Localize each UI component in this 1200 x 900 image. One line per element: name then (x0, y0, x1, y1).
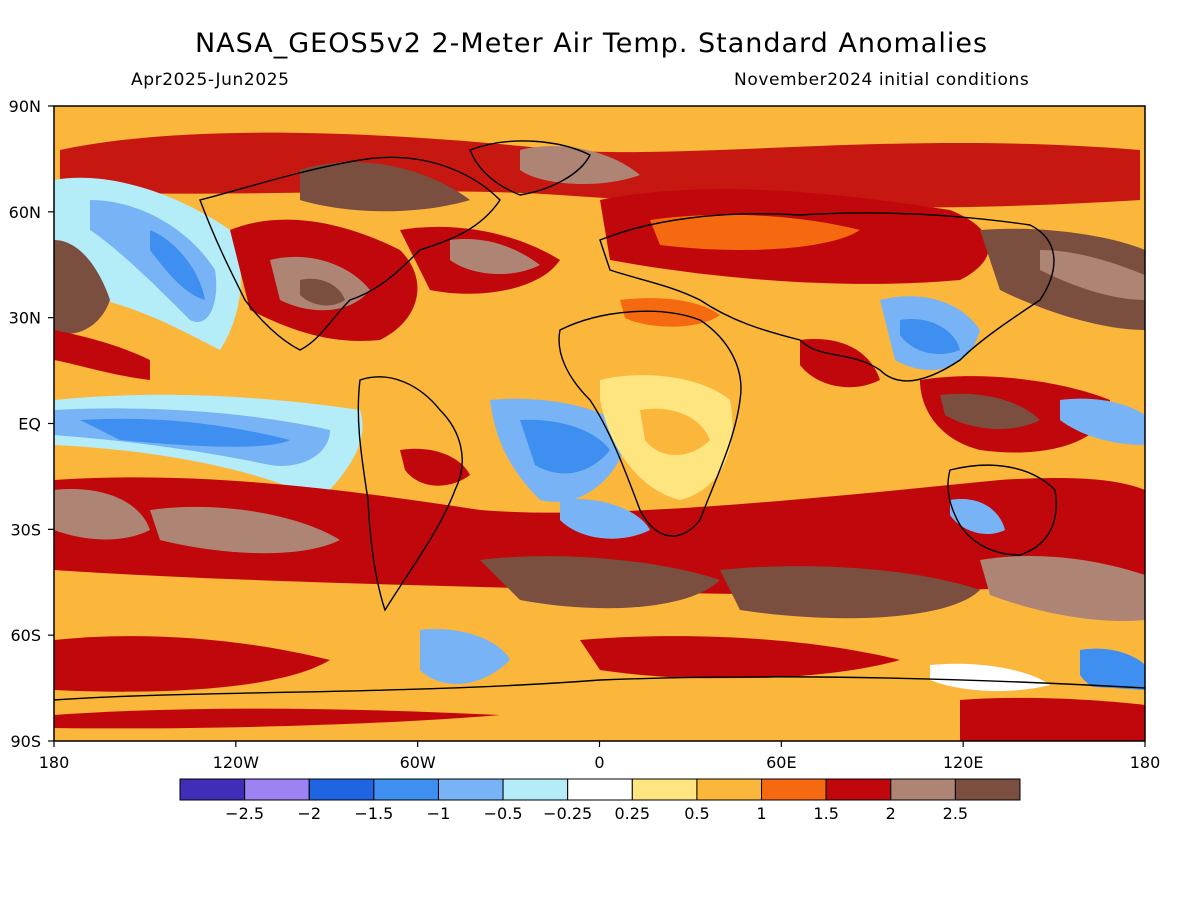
longitude-axis: 180 120W 60W 0 60E 120E 180 (39, 741, 1161, 772)
anomaly-field (54, 106, 1145, 741)
legend-swatch (179, 778, 246, 801)
legend-label: 2.5 (943, 804, 968, 823)
legend-label: −0.5 (484, 804, 523, 823)
legend-label: 2 (886, 804, 896, 823)
map-title: NASA_GEOS5v2 2-Meter Air Temp. Standard … (194, 28, 989, 59)
legend-swatch (696, 778, 763, 801)
legend-swatch (567, 778, 633, 801)
legend-label: 0.5 (684, 804, 709, 823)
latitude-axis: 90N 60N 30N EQ 30S 60S 90S (9, 97, 54, 751)
lat-label: 90N (9, 97, 41, 116)
lat-label: 90S (10, 732, 41, 751)
legend-label: −1.5 (354, 804, 393, 823)
legend-swatch (761, 778, 827, 801)
lon-label: 60W (400, 753, 436, 772)
lat-label: 60S (10, 626, 41, 645)
forecast-period: Apr2025-Jun2025 (131, 70, 290, 90)
lon-label: 60E (766, 753, 796, 772)
lat-label: 30S (10, 520, 41, 539)
legend-label: 0.25 (614, 804, 650, 823)
lat-label: 30N (9, 309, 41, 328)
legend-label: 1 (756, 804, 766, 823)
legend-swatch (244, 778, 310, 801)
lat-label: EQ (18, 415, 41, 434)
color-legend: −2.5 −2 −1.5 −1 −0.5 −0.25 0.25 0.5 1 1.5 2 2.5 (179, 778, 1021, 823)
lon-label: 120W (213, 753, 260, 772)
legend-swatch (631, 778, 698, 801)
legend-swatch (437, 778, 504, 801)
lat-label: 60N (9, 203, 41, 222)
legend-label: −2 (297, 804, 321, 823)
lon-label: 0 (594, 753, 604, 772)
legend-label: 1.5 (813, 804, 838, 823)
legend-swatch (308, 778, 375, 801)
lon-label: 180 (1130, 753, 1161, 772)
lon-label: 120E (943, 753, 984, 772)
legend-label: −1 (427, 804, 451, 823)
legend-label: −2.5 (225, 804, 264, 823)
legend-swatch (825, 778, 892, 801)
legend-label: −0.25 (543, 804, 592, 823)
initial-conditions: November2024 initial conditions (734, 70, 1030, 90)
lon-label: 180 (39, 753, 70, 772)
legend-swatch (890, 778, 956, 801)
coastlines (54, 140, 1145, 701)
legend-swatch (954, 778, 1021, 801)
legend-swatch (502, 778, 569, 801)
legend-swatch (373, 778, 439, 801)
